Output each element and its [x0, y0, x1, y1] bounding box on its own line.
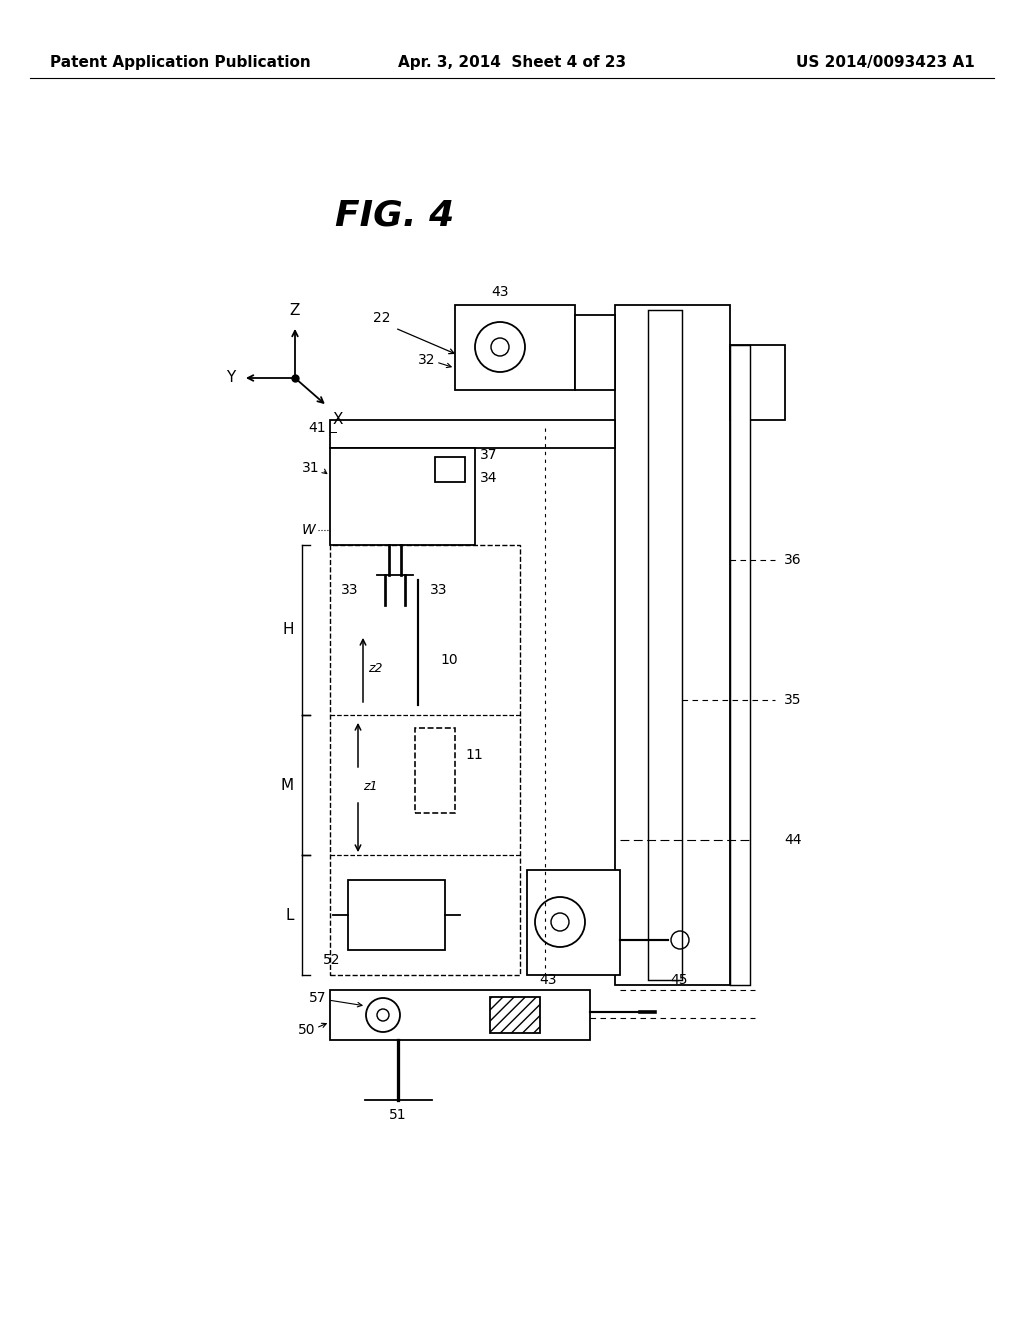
Bar [490, 997, 540, 1034]
Text: 43: 43 [540, 973, 557, 987]
Text: W: W [301, 523, 315, 537]
Text: 34: 34 [480, 471, 498, 484]
Text: 33: 33 [341, 583, 358, 597]
Bar [575, 315, 615, 389]
Text: 50: 50 [298, 1023, 315, 1038]
Text: 41: 41 [308, 421, 326, 436]
Bar [330, 447, 475, 545]
Text: US 2014/0093423 A1: US 2014/0093423 A1 [797, 54, 975, 70]
Text: Patent Application Publication: Patent Application Publication [50, 54, 310, 70]
Text: 52: 52 [323, 953, 340, 968]
Text: z1: z1 [362, 780, 378, 793]
Text: Y: Y [225, 371, 234, 385]
Text: 37: 37 [480, 447, 498, 462]
Text: L: L [286, 908, 294, 923]
Text: 11: 11 [465, 748, 482, 762]
Text: 57: 57 [308, 991, 326, 1005]
Text: z2: z2 [368, 661, 383, 675]
Bar [615, 305, 730, 985]
Bar [730, 345, 750, 985]
Bar [648, 310, 682, 979]
Text: 44: 44 [784, 833, 802, 847]
Text: 33: 33 [430, 583, 447, 597]
Text: 22: 22 [374, 312, 391, 325]
Bar [330, 545, 520, 975]
Text: Z: Z [290, 304, 300, 318]
Text: X: X [333, 412, 343, 426]
Text: 51: 51 [389, 1107, 407, 1122]
Bar [330, 420, 615, 447]
Text: 32: 32 [418, 352, 435, 367]
Text: H: H [283, 623, 294, 638]
Text: 35: 35 [784, 693, 802, 708]
Text: M: M [281, 777, 294, 792]
Bar [455, 305, 575, 389]
Bar [530, 428, 560, 445]
Bar [527, 870, 620, 975]
Bar [435, 457, 465, 482]
Bar [348, 880, 445, 950]
Bar [415, 729, 455, 813]
Text: 36: 36 [784, 553, 802, 568]
Text: Apr. 3, 2014  Sheet 4 of 23: Apr. 3, 2014 Sheet 4 of 23 [398, 54, 626, 70]
Bar [330, 990, 590, 1040]
Text: 45: 45 [670, 973, 687, 987]
Text: FIG. 4: FIG. 4 [336, 198, 455, 232]
Text: 43: 43 [492, 285, 509, 300]
Bar [730, 345, 785, 420]
Text: 10: 10 [440, 653, 458, 667]
Text: 31: 31 [302, 461, 319, 475]
